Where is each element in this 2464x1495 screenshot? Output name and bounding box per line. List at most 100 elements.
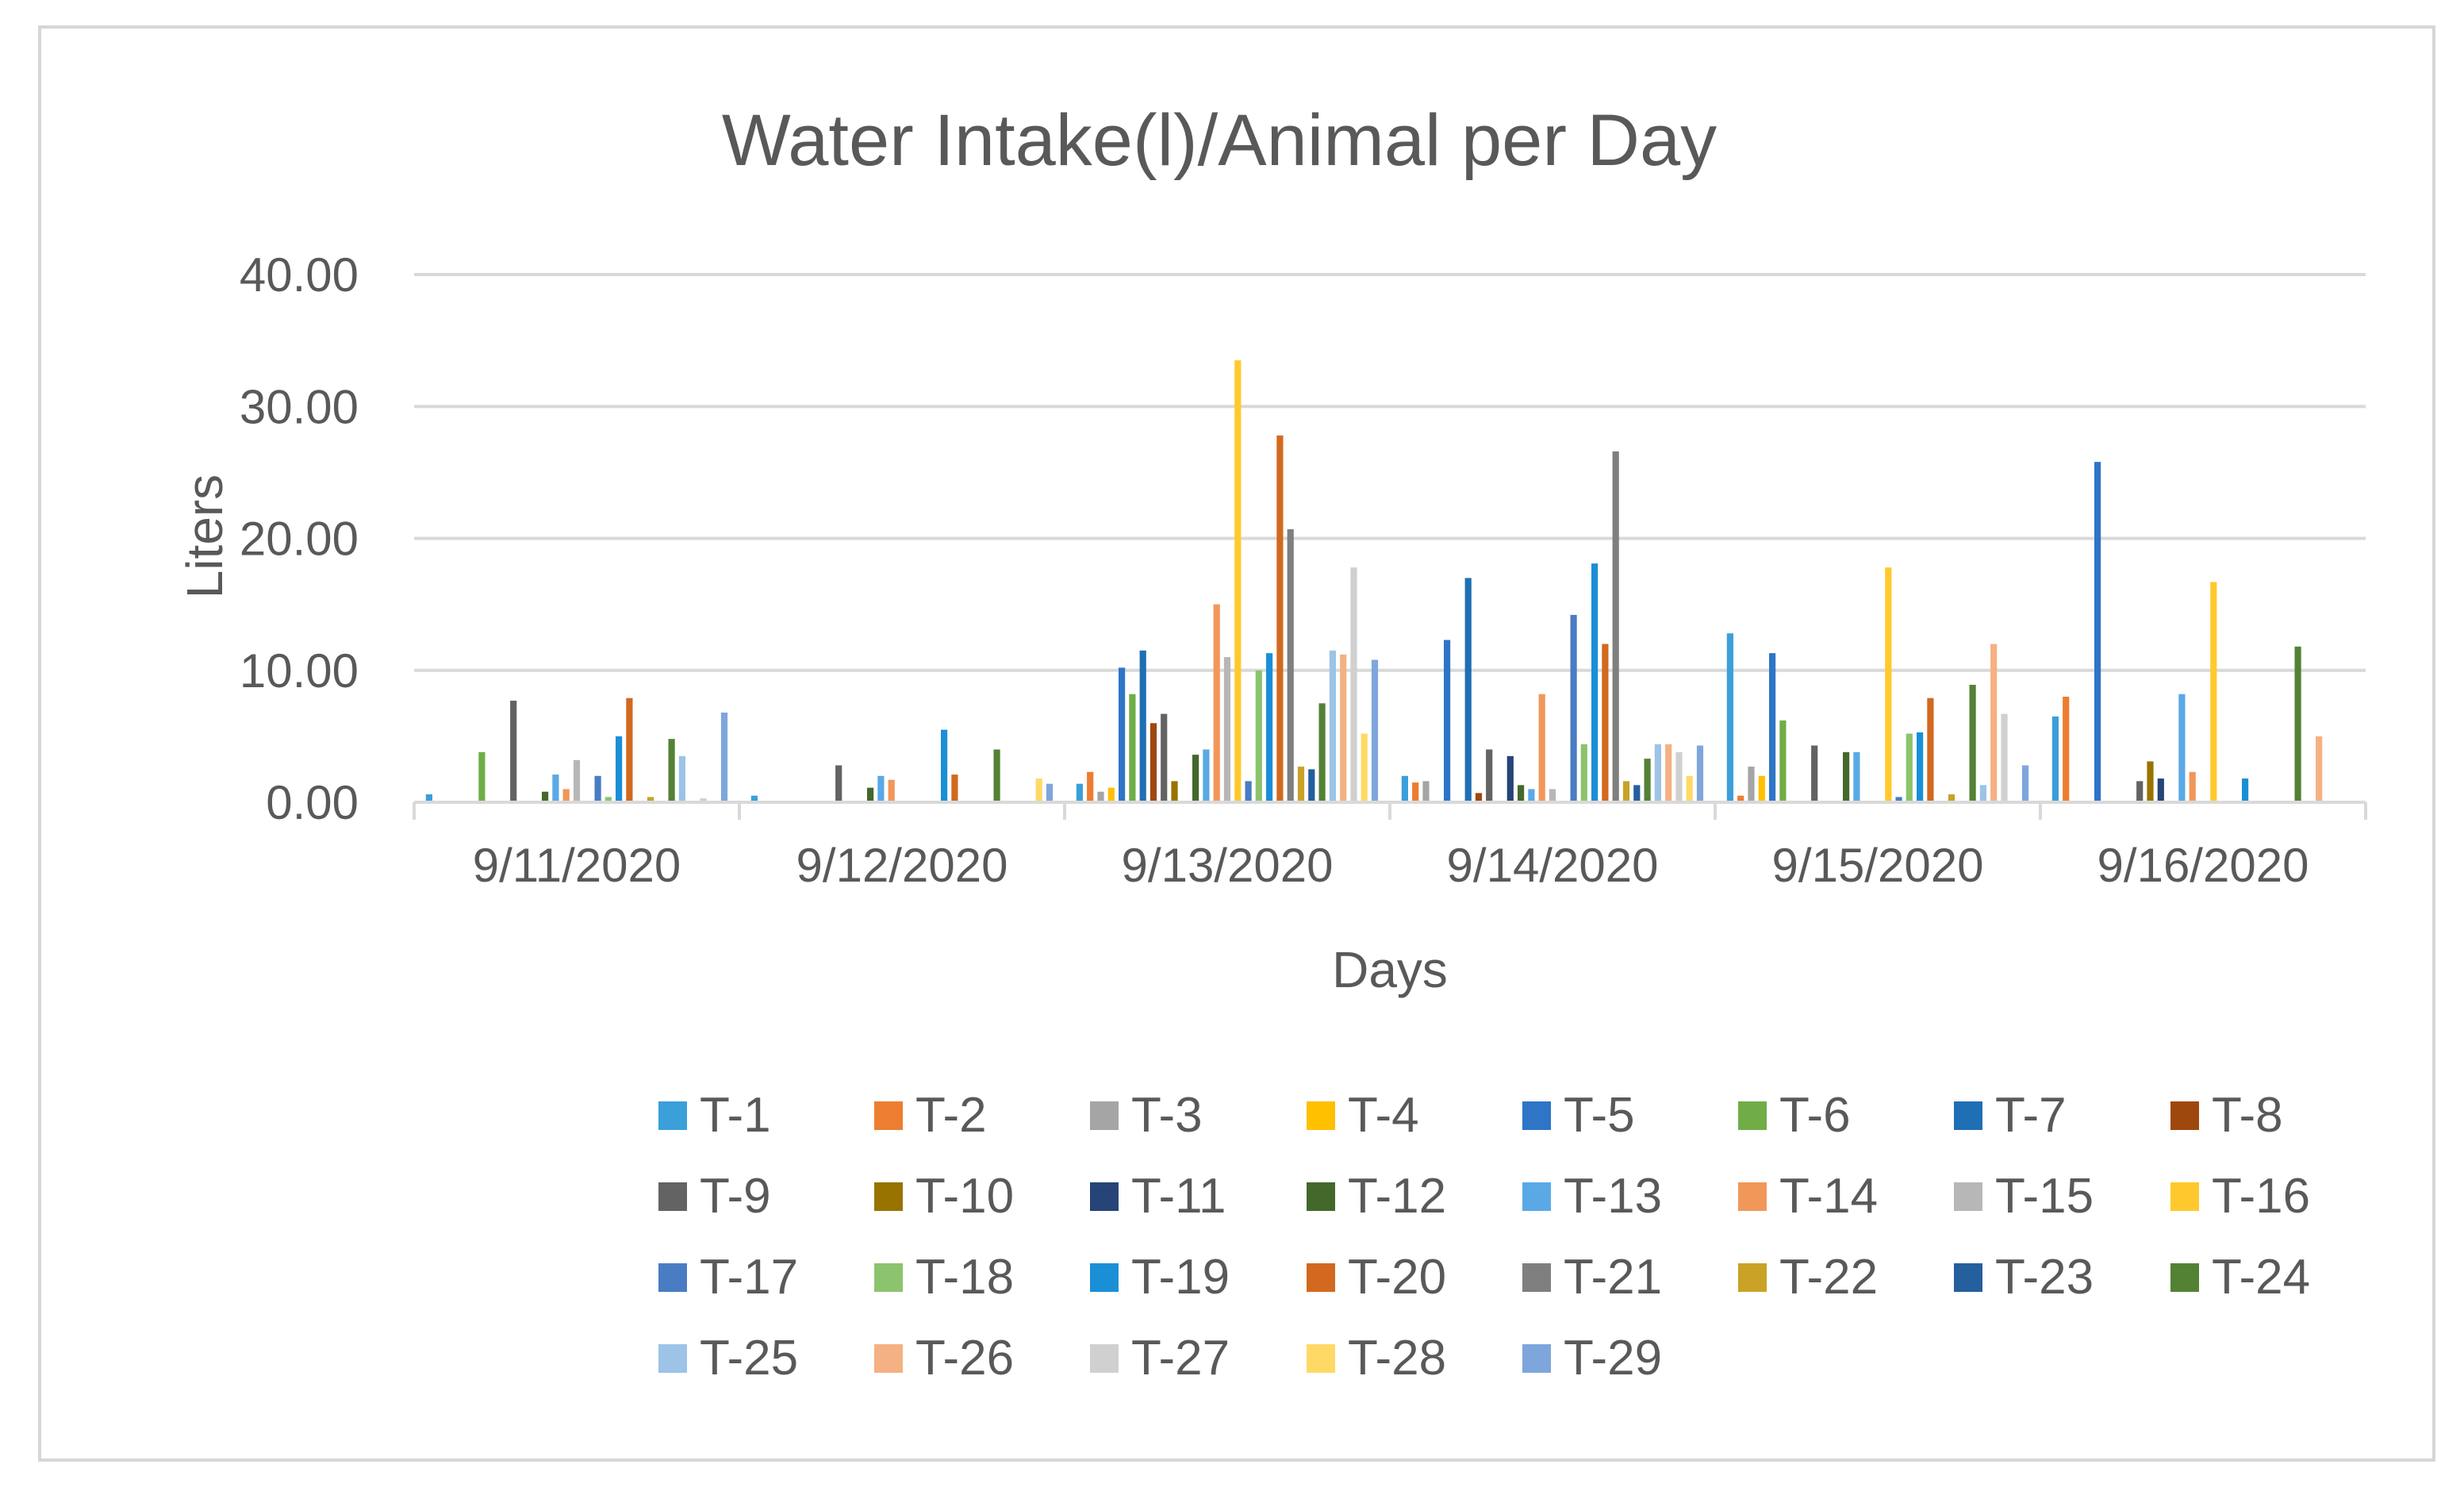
bar-t-3-4 xyxy=(1748,767,1755,802)
bar-t-24-0 xyxy=(668,739,675,802)
bar-t-4-2 xyxy=(1107,787,1115,802)
legend-item-t-21: T-21 xyxy=(1522,1250,1662,1305)
bar-t-12-3 xyxy=(1518,785,1525,802)
legend-swatch xyxy=(874,1263,903,1292)
bar-t-5-4 xyxy=(1769,653,1776,802)
bar-t-13-4 xyxy=(1853,751,1860,802)
bar-t-29-4 xyxy=(2021,765,2029,802)
y-tick-label: 40.00 xyxy=(240,248,359,302)
legend: T-1 T-2 T-3 T-4 T-5 T-6 T-7 T-8 T-9 T-10 T-11 T-12 T… xyxy=(658,1088,2310,1385)
bar-t-27-3 xyxy=(1675,751,1683,802)
bar-t-3-2 xyxy=(1097,791,1104,802)
legend-swatch xyxy=(1090,1101,1119,1130)
x-axis-title: Days xyxy=(1332,941,1448,998)
x-tick-label: 9/16/2020 xyxy=(2097,839,2309,892)
bar-t-9-4 xyxy=(1811,745,1818,802)
bar-t-18-4 xyxy=(1906,733,1913,802)
legend-swatch xyxy=(1307,1182,1335,1211)
legend-swatch xyxy=(2170,1182,2199,1211)
legend-label: T-7 xyxy=(1995,1088,2067,1143)
bar-t-20-4 xyxy=(1927,698,1934,802)
bar-t-22-0 xyxy=(647,797,654,802)
bar-t-9-1 xyxy=(835,765,842,802)
legend-label: T-27 xyxy=(1131,1331,1230,1385)
legend-item-t-3: T-3 xyxy=(1090,1088,1203,1143)
legend-label: T-19 xyxy=(1131,1250,1230,1305)
legend-label: T-2 xyxy=(915,1088,987,1143)
bar-t-22-4 xyxy=(1948,794,1955,802)
legend-item-t-26: T-26 xyxy=(874,1331,1014,1385)
bar-t-7-3 xyxy=(1464,578,1472,802)
x-tick-label: 9/11/2020 xyxy=(473,839,681,892)
bar-t-29-2 xyxy=(1371,659,1379,802)
legend-item-t-28: T-28 xyxy=(1307,1331,1446,1385)
bar-t-2-4 xyxy=(1737,795,1744,802)
legend-item-t-27: T-27 xyxy=(1090,1331,1230,1385)
legend-label: T-14 xyxy=(1779,1169,1878,1224)
bar-t-29-1 xyxy=(1046,783,1054,802)
legend-label: T-22 xyxy=(1779,1250,1878,1305)
bar-t-13-3 xyxy=(1528,789,1535,802)
legend-item-t-4: T-4 xyxy=(1307,1088,1419,1143)
legend-label: T-24 xyxy=(2212,1250,2310,1305)
bar-t-18-2 xyxy=(1255,670,1262,803)
bar-t-15-0 xyxy=(573,759,581,802)
bar-t-26-3 xyxy=(1665,744,1672,802)
bar-t-3-3 xyxy=(1422,781,1430,802)
bar-t-12-1 xyxy=(867,787,874,802)
legend-item-t-17: T-17 xyxy=(658,1250,798,1305)
bar-t-22-3 xyxy=(1622,781,1630,802)
legend-swatch xyxy=(1522,1101,1551,1130)
bar-t-29-3 xyxy=(1696,745,1704,802)
bar-t-19-3 xyxy=(1591,563,1599,802)
bar-t-14-1 xyxy=(888,779,895,802)
legend-swatch xyxy=(874,1344,903,1373)
bar-t-1-0 xyxy=(425,794,432,802)
bar-t-23-3 xyxy=(1633,785,1641,802)
legend-item-t-20: T-20 xyxy=(1307,1250,1446,1305)
bar-t-24-4 xyxy=(1969,685,1976,802)
legend-swatch xyxy=(658,1344,687,1373)
bar-t-14-3 xyxy=(1538,694,1545,802)
bar-t-2-5 xyxy=(2063,697,2070,802)
legend-label: T-5 xyxy=(1564,1088,1635,1143)
bar-t-23-2 xyxy=(1308,769,1315,802)
legend-swatch xyxy=(1307,1263,1335,1292)
legend-label: T-16 xyxy=(2212,1169,2310,1224)
bar-t-20-3 xyxy=(1602,644,1609,802)
bar-t-19-5 xyxy=(2242,778,2249,802)
bar-t-5-3 xyxy=(1444,640,1451,802)
bar-t-27-0 xyxy=(700,798,707,802)
y-tick-label: 20.00 xyxy=(240,513,359,566)
legend-label: T-18 xyxy=(915,1250,1014,1305)
bar-t-20-1 xyxy=(951,774,958,802)
legend-label: T-3 xyxy=(1131,1088,1203,1143)
legend-item-t-23: T-23 xyxy=(1954,1250,2094,1305)
legend-swatch xyxy=(1738,1101,1767,1130)
bar-t-7-2 xyxy=(1139,650,1146,802)
bar-t-20-0 xyxy=(626,698,633,802)
bar-t-26-5 xyxy=(2316,736,2323,802)
bar-t-15-3 xyxy=(1549,789,1556,802)
legend-swatch xyxy=(1090,1344,1119,1373)
bar-t-8-3 xyxy=(1475,793,1483,802)
bar-t-14-2 xyxy=(1213,604,1220,802)
bar-t-10-2 xyxy=(1171,781,1178,802)
bar-t-16-2 xyxy=(1234,360,1242,803)
legend-item-t-10: T-10 xyxy=(874,1169,1014,1224)
legend-item-t-22: T-22 xyxy=(1738,1250,1878,1305)
legend-item-t-12: T-12 xyxy=(1307,1169,1446,1224)
bar-t-13-5 xyxy=(2178,694,2186,802)
bar-t-26-4 xyxy=(1990,644,1998,802)
legend-item-t-11: T-11 xyxy=(1090,1169,1226,1224)
bar-t-17-2 xyxy=(1245,781,1252,802)
bar-t-5-5 xyxy=(2094,462,2101,802)
bar-t-24-2 xyxy=(1318,703,1326,802)
legend-swatch xyxy=(2170,1263,2199,1292)
legend-swatch xyxy=(1522,1182,1551,1211)
bar-t-12-2 xyxy=(1192,755,1199,802)
x-tick-label: 9/12/2020 xyxy=(796,839,1008,892)
bar-t-24-3 xyxy=(1644,759,1651,802)
legend-label: T-28 xyxy=(1348,1331,1446,1385)
bar-t-9-3 xyxy=(1486,749,1493,802)
